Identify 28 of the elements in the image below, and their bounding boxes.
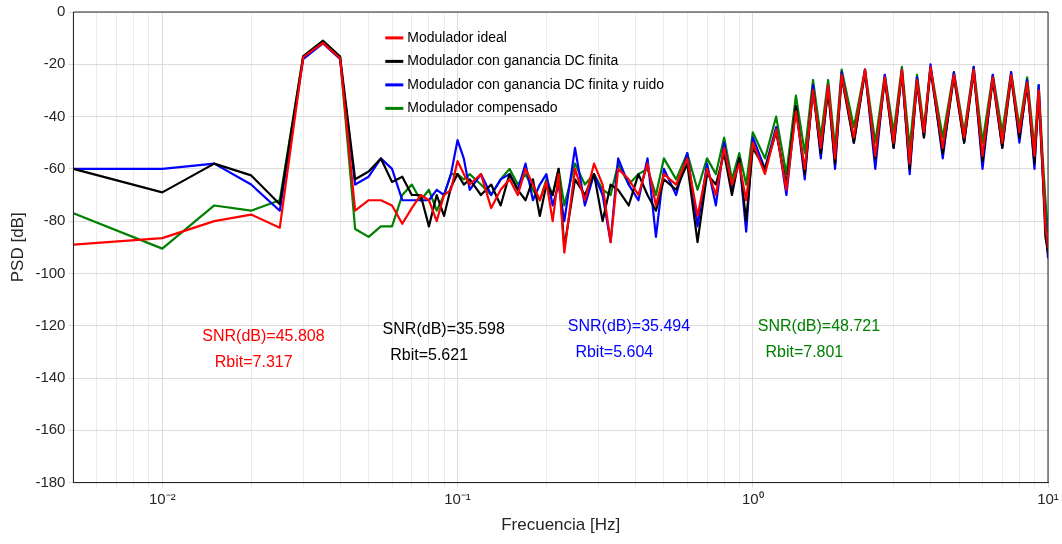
annotation: SNR(dB)=35.494 <box>567 316 691 334</box>
annotation: Rbit=5.621 <box>390 345 469 363</box>
x-axis-title: Frecuencia [Hz] <box>501 515 621 535</box>
y-tick-label: -100 <box>35 263 66 281</box>
legend-label: Modulador compensado <box>407 99 558 116</box>
legend-label: Modulador ideal <box>407 28 507 45</box>
annotation: Rbit=7.317 <box>214 353 293 370</box>
y-axis-title: PSD [dB] <box>7 212 27 283</box>
annotation: SNR(dB)=45.808 <box>202 327 325 345</box>
x-tick-label: 10⁻¹ <box>444 489 471 507</box>
x-tick-label: 10⁻² <box>148 489 176 507</box>
annotation: SNR(dB)=35.598 <box>382 320 505 338</box>
y-tick-label: -40 <box>43 106 66 124</box>
y-tick-label: -60 <box>43 159 66 177</box>
annotation: Rbit=5.604 <box>575 342 654 360</box>
y-tick-label: -80 <box>43 211 66 229</box>
annotation: SNR(dB)=48.721 <box>757 316 881 334</box>
y-tick-label: -160 <box>35 420 66 438</box>
y-tick-label: -120 <box>35 315 66 333</box>
y-tick-label: 0 <box>57 2 66 20</box>
y-tick-label: -140 <box>35 368 66 386</box>
y-tick-label: -20 <box>43 54 66 72</box>
x-tick-label: 10¹ <box>1037 489 1059 507</box>
annotation: Rbit=7.801 <box>765 342 844 360</box>
x-tick-label: 10⁰ <box>741 489 764 507</box>
y-tick-label: -180 <box>35 472 66 490</box>
legend-label: Modulador con ganancia DC finita y ruido <box>407 75 665 92</box>
legend-label: Modulador con ganancia DC finita <box>407 52 619 69</box>
